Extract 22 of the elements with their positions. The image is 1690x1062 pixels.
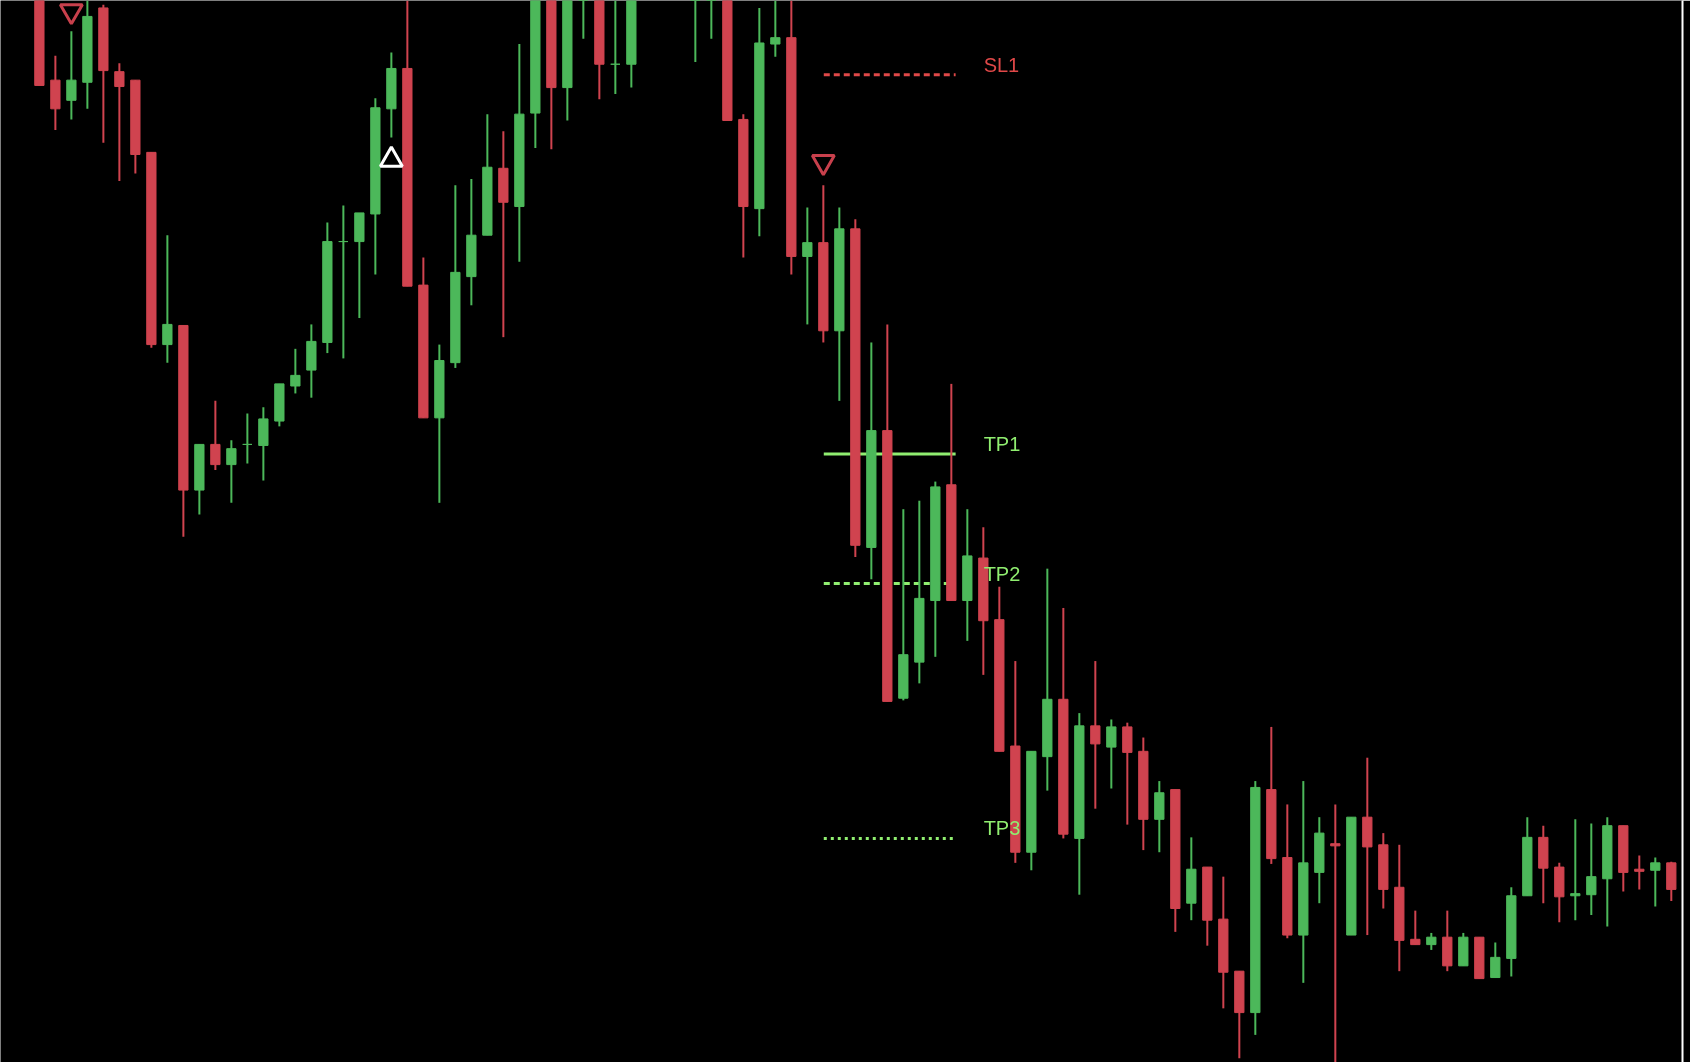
candlestick <box>226 439 237 504</box>
candlestick <box>338 204 349 360</box>
candlestick <box>1330 803 1341 1062</box>
candlestick <box>1634 854 1645 891</box>
candlestick <box>162 234 173 364</box>
candlestick <box>1410 909 1421 946</box>
candlestick <box>66 30 77 121</box>
candlestick <box>1106 718 1117 790</box>
candlestick <box>1570 818 1581 922</box>
candlestick <box>610 0 621 95</box>
candlestick <box>290 347 301 395</box>
ref-line-label: TP1 <box>983 432 1021 455</box>
candlestick <box>210 399 221 471</box>
candlestick <box>242 412 253 465</box>
candlestick <box>770 0 781 58</box>
candlestick <box>802 206 813 326</box>
ref-line-label: SL1 <box>983 53 1020 76</box>
candlestick <box>1090 660 1101 810</box>
candlestick <box>1586 822 1597 916</box>
candlestick <box>1490 941 1501 979</box>
candlestick <box>114 62 125 183</box>
candlestick <box>1650 856 1661 908</box>
